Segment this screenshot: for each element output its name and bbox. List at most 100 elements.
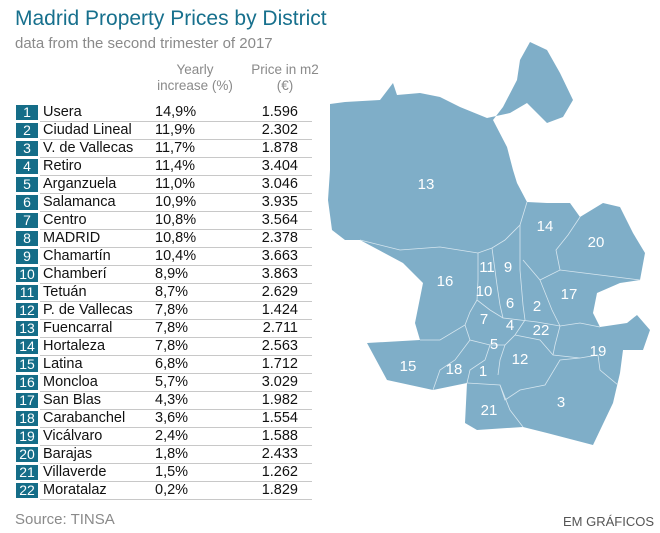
row-divider — [40, 193, 312, 194]
district-number-badge: 16 — [16, 375, 38, 390]
price-value: 2.563 — [261, 338, 298, 354]
table-row: 3 V. de Vallecas 11,7% 1.878 — [16, 140, 312, 158]
district-name: Centro — [43, 212, 87, 228]
district-name: Arganzuela — [43, 176, 117, 192]
header-yearly-increase: Yearly increase (%) — [150, 62, 240, 94]
district-number-badge: 18 — [16, 411, 38, 426]
district-name: Moratalaz — [43, 482, 107, 498]
table-row: 6 Salamanca 10,9% 3.935 — [16, 194, 312, 212]
district-number-badge: 7 — [16, 213, 38, 228]
row-divider — [40, 139, 312, 140]
table-row: 5 Arganzuela 11,0% 3.046 — [16, 176, 312, 194]
price-value: 1.712 — [261, 356, 298, 372]
yearly-increase-value: 6,8% — [155, 356, 189, 372]
price-value: 1.262 — [261, 464, 298, 480]
map-district-label: 16 — [437, 273, 454, 290]
yearly-increase-value: 11,0% — [155, 176, 196, 192]
map-district-label: 9 — [504, 259, 512, 276]
row-divider — [40, 481, 312, 482]
yearly-increase-value: 11,7% — [155, 140, 196, 156]
price-value: 3.029 — [261, 374, 298, 390]
district-name: Latina — [43, 356, 83, 372]
table-row: 7 Centro 10,8% 3.564 — [16, 212, 312, 230]
price-value: 1.554 — [261, 410, 298, 426]
row-divider — [40, 211, 312, 212]
table-row: 10 Chamberí 8,9% 3.863 — [16, 266, 312, 284]
credit-label: EM GRÁFICOS — [562, 514, 654, 529]
district-name: Tetuán — [43, 284, 87, 300]
row-divider — [40, 427, 312, 428]
district-name: Retiro — [43, 158, 82, 174]
district-number-badge: 1 — [16, 105, 38, 120]
district-number-badge: 11 — [16, 285, 38, 300]
yearly-increase-value: 0,2% — [155, 482, 189, 498]
table-row: 20 Barajas 1,8% 2.433 — [16, 446, 312, 464]
district-number-badge: 19 — [16, 429, 38, 444]
yearly-increase-value: 7,8% — [155, 320, 189, 336]
table-row: 8 MADRID 10,8% 2.378 — [16, 230, 312, 248]
row-divider — [40, 391, 312, 392]
header-price-line2: (€) — [276, 78, 294, 93]
yearly-increase-value: 14,9% — [155, 104, 197, 120]
table-row: 4 Retiro 11,4% 3.404 — [16, 158, 312, 176]
row-divider — [40, 247, 312, 248]
yearly-increase-value: 10,8% — [155, 212, 197, 228]
map-district-label: 13 — [418, 176, 435, 193]
table-row: 9 Chamartín 10,4% 3.663 — [16, 248, 312, 266]
district-name: Villaverde — [43, 464, 107, 480]
row-divider — [40, 499, 312, 500]
row-divider — [40, 463, 312, 464]
district-number-badge: 14 — [16, 339, 38, 354]
district-name: Ciudad Lineal — [43, 122, 132, 138]
row-divider — [40, 373, 312, 374]
district-name: San Blas — [43, 392, 102, 408]
map-district-label: 11 — [479, 259, 495, 276]
price-value: 3.404 — [261, 158, 298, 174]
district-name: Vicálvaro — [43, 428, 103, 444]
district-borders — [359, 201, 641, 428]
header-price: Price in m2 (€) — [240, 62, 330, 94]
map-district-label: 20 — [588, 234, 605, 251]
price-value: 1.829 — [261, 482, 298, 498]
district-name: Chamberí — [43, 266, 107, 282]
header-price-line1: Price in m2 — [251, 62, 319, 77]
table-row: 2 Ciudad Lineal 11,9% 2.302 — [16, 122, 312, 140]
map-district-label: 22 — [533, 322, 550, 339]
district-name: Fuencarral — [43, 320, 113, 336]
price-value: 3.863 — [261, 266, 298, 282]
yearly-increase-value: 1,5% — [155, 464, 189, 480]
row-divider — [40, 265, 312, 266]
map-district-label: 2 — [533, 298, 541, 315]
page-subtitle: data from the second trimester of 2017 — [15, 35, 273, 52]
yearly-increase-value: 11,4% — [155, 158, 196, 174]
row-divider — [40, 301, 312, 302]
district-number-badge: 10 — [16, 267, 38, 282]
row-divider — [40, 337, 312, 338]
district-name: Moncloa — [43, 374, 98, 390]
source-note: Source: TINSA — [15, 511, 115, 528]
district-number-badge: 13 — [16, 321, 38, 336]
map-outline — [328, 42, 650, 445]
district-number-badge: 20 — [16, 447, 38, 462]
yearly-increase-value: 2,4% — [155, 428, 189, 444]
table-row: 15 Latina 6,8% 1.712 — [16, 356, 312, 374]
yearly-increase-value: 4,3% — [155, 392, 189, 408]
row-divider — [40, 409, 312, 410]
yearly-increase-value: 7,8% — [155, 338, 189, 354]
map-district-label: 5 — [490, 336, 498, 353]
district-name: Barajas — [43, 446, 93, 462]
map-district-label: 3 — [557, 394, 565, 411]
price-value: 1.588 — [261, 428, 298, 444]
map-district-label: 19 — [590, 343, 607, 360]
table-row: 18 Carabanchel 3,6% 1.554 — [16, 410, 312, 428]
yearly-increase-value: 11,9% — [155, 122, 196, 138]
price-value: 2.629 — [261, 284, 298, 300]
table-row: 19 Vicálvaro 2,4% 1.588 — [16, 428, 312, 446]
price-value: 3.046 — [261, 176, 298, 192]
yearly-increase-value: 10,4% — [155, 248, 197, 264]
district-name: MADRID — [43, 230, 101, 246]
price-value: 1.982 — [261, 392, 298, 408]
header-increase-line1: Yearly — [176, 62, 214, 77]
district-number-badge: 15 — [16, 357, 38, 372]
